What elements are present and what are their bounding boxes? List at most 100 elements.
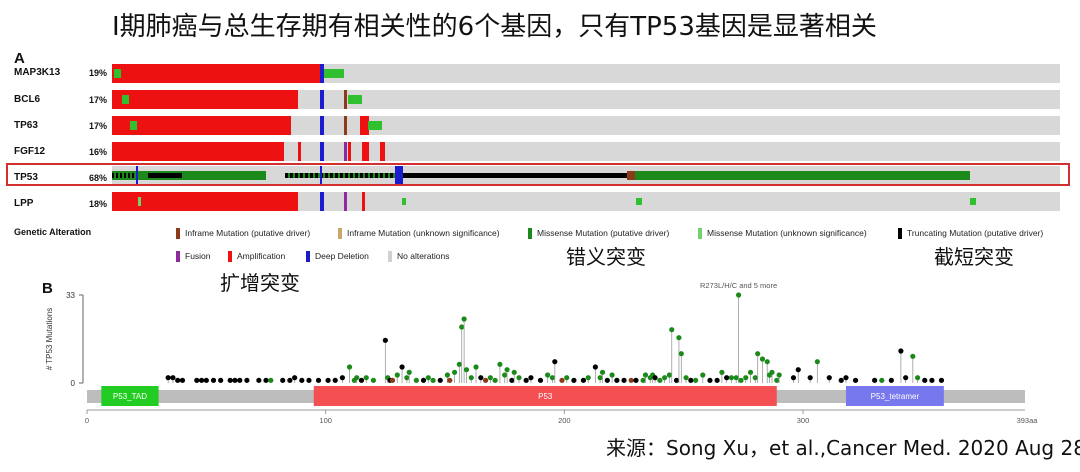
lollipop-head-truncating: [437, 377, 443, 383]
lollipop-head-truncating: [714, 377, 720, 383]
gene-name-fgf12: FGF12: [14, 146, 46, 157]
lollipop-head-missense: [657, 377, 663, 383]
lollipop-head-truncating: [888, 377, 894, 383]
lollipop-head-missense: [463, 367, 470, 373]
lollipop-head-missense: [370, 377, 377, 383]
missense-block: [182, 171, 266, 180]
lollipop-head-missense: [511, 369, 517, 375]
lollipop-head-truncating: [707, 377, 713, 383]
lollipop-head-truncating: [843, 375, 849, 381]
domain-label: P53_tetramer: [871, 392, 920, 401]
lollipop-head-truncating: [194, 377, 200, 383]
lollipop-head-truncating: [299, 377, 305, 383]
fusion-mark: [344, 192, 347, 211]
lollipop-head-truncating: [592, 364, 598, 370]
lollipop-head-truncating: [420, 377, 427, 383]
domain-p53-tetramer: [845, 386, 944, 406]
amplification-block: [360, 116, 369, 135]
missense-mark: [368, 121, 382, 130]
lollipop-head-truncating: [724, 375, 730, 381]
lollipop-head-truncating: [198, 377, 205, 383]
lollipop-head-missense: [683, 375, 689, 381]
lollipop-head-missense: [451, 369, 458, 375]
lollipop-head-truncating: [938, 377, 945, 383]
missense-mark: [324, 69, 344, 78]
deep-deletion-mark: [395, 166, 403, 185]
callout-amplification: 扩增突变: [220, 271, 300, 295]
legend-swatch: [698, 228, 702, 240]
amplification-block: [348, 142, 351, 161]
lollipop-head-truncating: [478, 375, 484, 381]
lollipop-head-missense: [504, 367, 510, 373]
lollipop-head-truncating: [315, 377, 322, 383]
missense-mark: [348, 95, 362, 104]
lollipop-head-missense: [456, 361, 462, 367]
lollipop-head-truncating: [227, 377, 233, 383]
oncoprint-track-fgf12: [112, 142, 1060, 161]
missense-mark: [130, 121, 137, 130]
lollipop-head-missense: [413, 377, 419, 383]
lollipop-head-truncating: [929, 377, 935, 383]
lollipop-head-truncating: [523, 377, 529, 383]
truncating-block: [112, 173, 136, 178]
lollipop-head-truncating: [287, 377, 293, 383]
lollipop-head-missense: [743, 375, 749, 381]
amplification-block: [362, 192, 365, 211]
lollipop-head-missense: [642, 372, 649, 378]
source-citation: 来源：Song Xu，et al.,Cancer Med. 2020 Aug 2…: [606, 436, 1080, 460]
lollipop-head-truncating: [621, 377, 627, 383]
legend-item-amplification: Amplification: [228, 251, 286, 263]
legend-item-inframe-unknown: Inframe Mutation (unknown significance): [338, 228, 500, 240]
lollipop-head-truncating: [339, 375, 345, 381]
lollipop-head-truncating: [280, 377, 286, 383]
tp53-highlight-box: [6, 163, 1070, 186]
lollipop-head-missense: [444, 372, 451, 378]
oncoprint-track-map3k13: [112, 64, 1060, 83]
legend-swatch: [338, 228, 342, 240]
x-tick-label: 200: [558, 416, 571, 425]
lollipop-head-missense: [468, 375, 474, 381]
gene-name-tp53: TP53: [14, 172, 38, 183]
legend-swatch: [528, 228, 532, 240]
domain-p53: [313, 386, 777, 406]
legend-swatch: [898, 228, 902, 240]
lollipop-head-missense: [640, 377, 646, 383]
lollipop-head-inframe: [447, 377, 453, 383]
lollipop-head-truncating: [852, 377, 859, 383]
deep-deletion-mark: [320, 64, 324, 83]
amplification-block: [112, 64, 320, 83]
legend-label: Missense Mutation (unknown significance): [707, 228, 867, 238]
lollipop-head-missense: [678, 351, 684, 357]
callout-missense: 错义突变: [566, 245, 646, 269]
gene-name-tp63: TP63: [14, 120, 38, 131]
lollipop-head-truncating: [790, 375, 797, 381]
lollipop-head-truncating: [922, 377, 928, 383]
lollipop-head-inframe: [482, 377, 489, 383]
lollipop-head-truncating: [528, 375, 534, 381]
lollipop-head-missense: [879, 377, 885, 383]
legend-item-truncating-driver: Truncating Mutation (putative driver): [898, 228, 1043, 240]
lollipop-head-missense: [776, 372, 782, 378]
legend-item-missense-driver: Missense Mutation (putative driver): [528, 228, 669, 240]
lollipop-head-missense: [268, 377, 274, 383]
lollipop-head-missense: [814, 359, 820, 365]
legend-label: Amplification: [237, 251, 286, 261]
amplification-block: [362, 142, 369, 161]
lollipop-head-missense: [693, 377, 699, 383]
amplification-block: [112, 142, 284, 161]
legend-swatch: [228, 251, 232, 263]
lollipop-head-missense: [406, 369, 412, 375]
legend-item-missense-unknown: Missense Mutation (unknown significance): [698, 228, 867, 240]
lollipop-head-missense: [430, 377, 436, 383]
lollipop-head-missense: [666, 372, 672, 378]
legend-label: Inframe Mutation (putative driver): [185, 228, 311, 238]
lollipop-head-truncating: [509, 377, 515, 383]
lollipop-head-missense: [354, 375, 360, 381]
domain-p53-tad: [101, 386, 159, 406]
lollipop-head-missense: [728, 375, 735, 381]
lollipop-head-truncating: [898, 348, 904, 354]
lollipop-head-truncating: [807, 375, 813, 381]
truncating-block: [325, 173, 395, 178]
lollipop-head-missense: [502, 372, 508, 378]
missense-block: [112, 171, 182, 180]
